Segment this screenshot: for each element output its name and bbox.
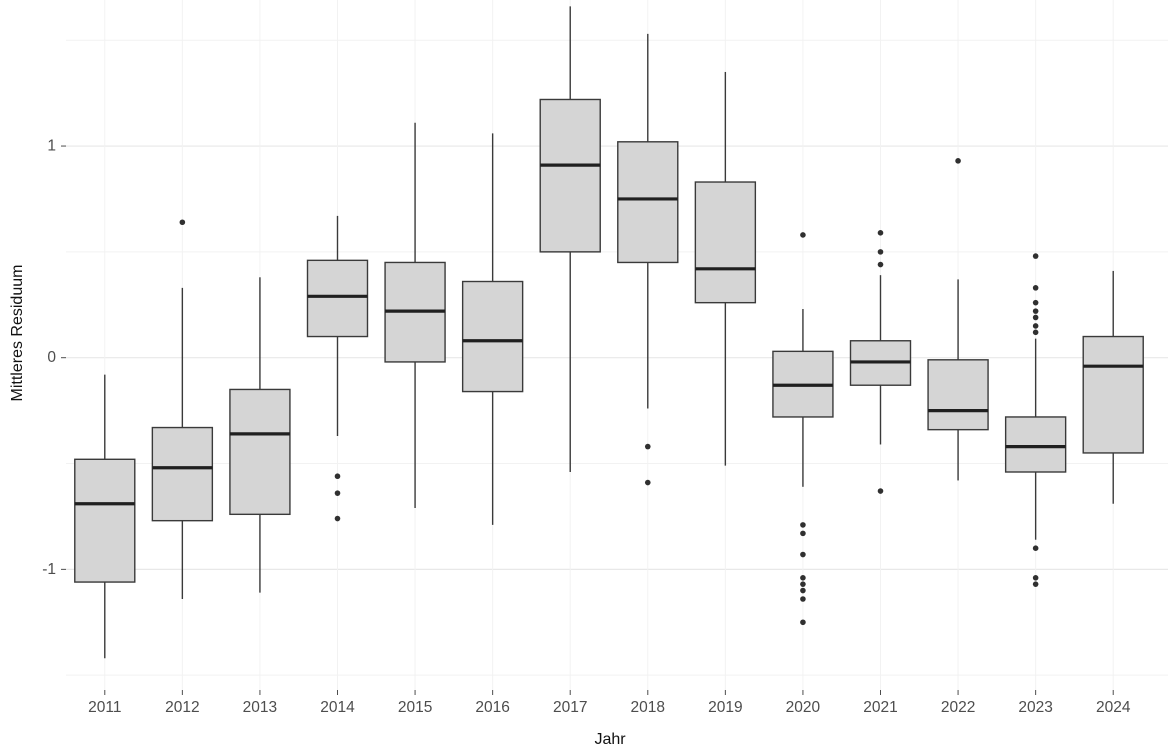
x-tick-label: 2013 xyxy=(243,699,277,716)
outlier-point xyxy=(334,473,341,480)
x-tick-label: 2021 xyxy=(863,699,897,716)
outlier-point xyxy=(800,530,806,537)
box-2012 xyxy=(151,426,214,522)
outlier-point xyxy=(334,515,341,522)
outlier-point xyxy=(1032,581,1039,587)
box-2017 xyxy=(539,98,601,253)
box-2019 xyxy=(694,181,757,304)
outlier-point xyxy=(334,490,341,496)
y-tick-label: 0 xyxy=(47,349,56,366)
outlier-point xyxy=(1032,299,1039,306)
outlier-point xyxy=(955,158,961,164)
y-axis-title: Mittleres Residuum xyxy=(9,264,26,402)
y-tick-label: -1 xyxy=(42,561,56,578)
x-tick-label: 2015 xyxy=(398,699,432,716)
x-tick-label: 2020 xyxy=(786,699,821,716)
box-2016 xyxy=(461,280,524,393)
y-tick-label: 1 xyxy=(47,138,56,155)
x-tick-label: 2018 xyxy=(631,699,665,716)
box-2011 xyxy=(74,458,136,583)
outlier-point xyxy=(1032,314,1039,321)
box-2018 xyxy=(617,141,679,264)
outlier-point xyxy=(1032,285,1039,291)
outlier-point xyxy=(1032,575,1039,581)
outlier-point xyxy=(1032,329,1039,336)
box-2024 xyxy=(1082,335,1144,454)
outlier-point xyxy=(877,488,884,494)
x-tick-label: 2012 xyxy=(165,699,199,716)
outlier-point xyxy=(1032,545,1039,551)
x-tick-label: 2023 xyxy=(1018,699,1052,716)
outlier-point xyxy=(800,581,806,587)
x-axis-title: Jahr xyxy=(594,731,626,748)
outlier-point xyxy=(800,575,806,581)
outlier-point xyxy=(800,551,806,558)
outlier-point xyxy=(800,619,806,626)
outlier-point xyxy=(877,230,884,236)
outlier-point xyxy=(877,261,884,268)
box-2014 xyxy=(306,259,369,338)
outlier-point xyxy=(1032,253,1039,259)
outlier-point xyxy=(1032,323,1039,329)
x-tick-label: 2016 xyxy=(475,699,509,716)
outlier-point xyxy=(179,219,186,226)
x-tick-label: 2024 xyxy=(1096,699,1131,716)
outlier-point xyxy=(644,443,651,450)
x-tick-label: 2017 xyxy=(553,699,587,716)
x-tick-label: 2011 xyxy=(88,699,121,716)
outlier-point xyxy=(800,596,806,602)
x-tick-label: 2022 xyxy=(941,699,975,716)
x-tick-label: 2014 xyxy=(320,699,355,716)
outlier-point xyxy=(644,479,651,486)
box-2023 xyxy=(1004,416,1067,473)
outlier-point xyxy=(800,232,806,238)
outlier-point xyxy=(877,249,884,255)
box-2013 xyxy=(229,388,291,516)
outlier-point xyxy=(1032,308,1039,314)
box-2022 xyxy=(927,359,989,431)
outlier-point xyxy=(800,587,806,594)
outlier-point xyxy=(800,522,806,528)
x-tick-label: 2019 xyxy=(708,699,742,716)
